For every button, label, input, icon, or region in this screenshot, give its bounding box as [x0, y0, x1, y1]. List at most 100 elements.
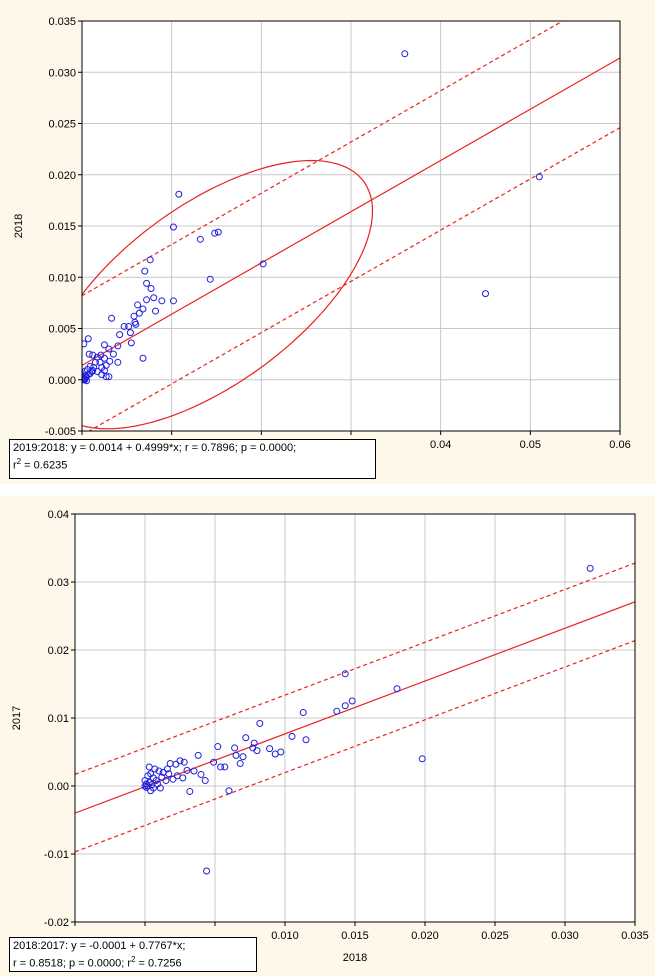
x-tick-label: 0.06: [609, 439, 630, 451]
data-point: [266, 745, 274, 753]
y-tick-label: -0.01: [44, 849, 69, 861]
data-point: [143, 279, 151, 287]
data-point: [158, 773, 166, 781]
x-tick-label: 0.010: [271, 930, 299, 942]
y-tick-label: 0.035: [48, 16, 76, 28]
data-point: [158, 297, 166, 305]
x-tick-label: 0.05: [520, 439, 541, 451]
data-point: [89, 351, 97, 359]
data-point: [201, 777, 209, 785]
data-point: [239, 753, 247, 761]
scatter-chart-top: -0.005 0.000 0.005 0.010 0.015 0.020 0.025 0.03…: [13, 16, 631, 451]
data-point: [221, 763, 229, 771]
data-point: [482, 290, 489, 298]
data-point: [82, 377, 90, 385]
annotation-line-1: 2018:2017: y = -0.0001 + 0.7767*x;: [13, 940, 186, 952]
data-point: [139, 354, 147, 362]
data-point: [135, 309, 143, 317]
data-point: [85, 350, 93, 358]
data-point: [586, 564, 594, 572]
data-point: [97, 351, 105, 359]
data-point: [125, 322, 133, 330]
data-point: [105, 345, 113, 353]
data-point: [197, 770, 205, 778]
x-tick-label: 0.030: [551, 930, 579, 942]
data-point: [176, 757, 184, 765]
data-point: [341, 670, 349, 678]
data-point: [141, 267, 149, 275]
data-point: [143, 296, 151, 304]
data-point: [249, 744, 257, 752]
y-tick-label: 0.01: [48, 713, 69, 725]
data-point: [190, 767, 198, 775]
prediction-band-lower: [75, 640, 635, 853]
data-point: [84, 335, 92, 343]
data-point: [152, 307, 160, 315]
y-tick-label: 0.02: [48, 645, 69, 657]
data-point: [147, 285, 155, 293]
chart-panel-top: -0.005 0.000 0.005 0.010 0.015 0.020 0.025 0.03…: [0, 0, 655, 484]
scatter-chart-bottom: -0.02 -0.01 0.00 0.01 0.02 0.03 0.04 0.010 0.015…: [11, 509, 649, 964]
data-point: [302, 736, 310, 744]
y-tick-label: 0.00: [48, 781, 69, 793]
data-point: [341, 702, 349, 710]
annotation-line-2: r = 0.8518; p = 0.0000; r2 = 0.7256: [13, 955, 182, 970]
y-tick-label: 0.020: [48, 170, 76, 182]
data-point: [82, 340, 88, 348]
data-point: [163, 765, 171, 773]
y-tick-label: -0.005: [45, 426, 76, 438]
data-point: [242, 734, 250, 742]
data-point: [535, 173, 543, 181]
data-point: [231, 744, 239, 752]
data-point: [100, 341, 108, 349]
plot-content: [82, 21, 620, 431]
y-axis-label: 2017: [11, 706, 23, 730]
y-tick-label: 0.030: [48, 67, 76, 79]
prediction-band-lower: [87, 127, 620, 431]
data-point: [145, 763, 153, 771]
data-point: [225, 787, 233, 795]
data-point: [180, 758, 188, 766]
data-point: [183, 766, 191, 774]
data-point: [214, 743, 222, 751]
data-point: [82, 373, 87, 381]
data-point: [108, 314, 116, 322]
data-point: [166, 760, 174, 768]
plot-frame: [74, 513, 636, 923]
data-point: [116, 331, 124, 339]
data-point: [217, 763, 225, 771]
data-point: [250, 739, 258, 747]
x-tick-label: 0.04: [430, 439, 451, 451]
data-point: [162, 777, 170, 785]
prediction-band-upper: [82, 21, 564, 297]
confidence-ellipse: [82, 159, 374, 430]
data-point: [206, 275, 214, 283]
data-point: [155, 767, 163, 775]
x-tick-label: 0.015: [341, 930, 369, 942]
data-point: [288, 732, 296, 740]
data-point: [114, 358, 122, 366]
data-point: [196, 235, 204, 243]
data-point: [142, 783, 150, 791]
regression-annotation-top: 2019:2018: y = 0.0014 + 0.4999*x; r = 0.…: [9, 439, 376, 479]
data-point: [401, 50, 409, 58]
data-point: [106, 357, 114, 365]
data-point: [256, 719, 264, 727]
prediction-band-upper: [75, 562, 635, 775]
x-axis-label: 2018: [343, 952, 367, 964]
data-point: [418, 755, 426, 763]
regression-line: [75, 601, 635, 814]
data-point: [259, 260, 267, 268]
data-point: [348, 697, 356, 705]
data-point: [211, 229, 219, 237]
data-point: [141, 777, 149, 785]
data-point: [194, 751, 202, 759]
data-point: [126, 329, 134, 337]
data-point: [159, 768, 167, 776]
data-point: [175, 190, 183, 198]
data-point: [96, 358, 104, 366]
data-point: [271, 750, 279, 758]
regression-line: [82, 57, 620, 366]
data-point: [142, 780, 150, 788]
y-tick-label: 0.015: [48, 221, 76, 233]
